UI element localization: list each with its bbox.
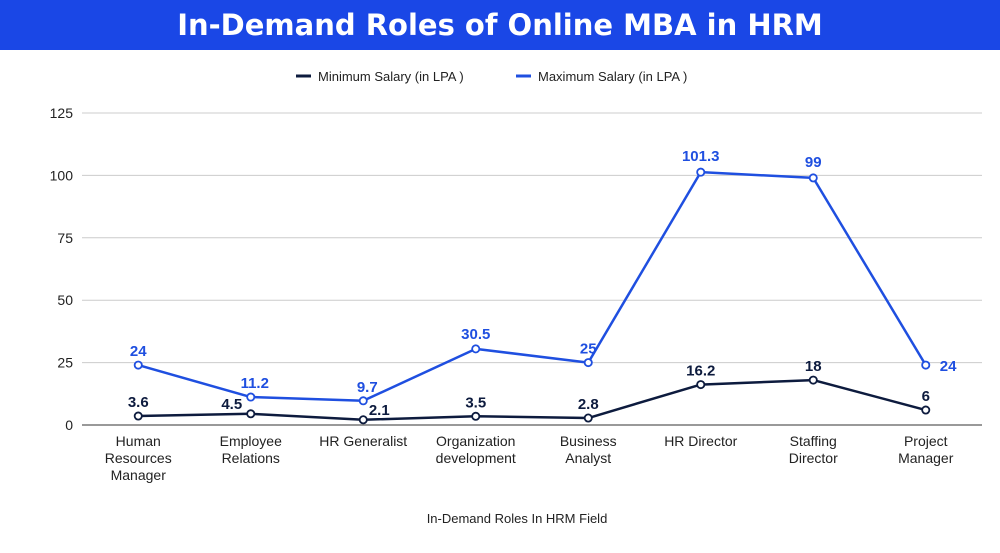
x-tick-label: Project Manager [898, 433, 954, 466]
data-point [246, 392, 256, 402]
data-point [358, 396, 368, 406]
x-tick-label: Business Analyst [560, 433, 617, 466]
x-axis-categories: Human Resources Manager Employee Relations HR… [105, 433, 954, 483]
y-tick-label: 125 [50, 105, 74, 121]
data-label: 4.5 [221, 396, 242, 413]
data-point [358, 415, 368, 425]
x-tick-label: Organization development [436, 433, 516, 466]
data-label: 9.7 [357, 379, 378, 396]
y-tick-label: 0 [65, 417, 73, 433]
data-label: 11.2 [241, 375, 269, 392]
data-point [921, 360, 931, 370]
data-point [921, 405, 931, 415]
data-point [808, 173, 818, 183]
x-tick-label: Employee Relations [220, 433, 282, 466]
y-tick-label: 75 [57, 230, 73, 246]
data-label: 30.5 [461, 326, 490, 343]
data-point [808, 375, 818, 385]
series-points [133, 167, 931, 425]
chart-title: In-Demand Roles of Online MBA in HRM [177, 8, 823, 42]
data-label: 3.5 [465, 394, 486, 411]
x-tick-label: HR Director [664, 433, 737, 449]
data-point [133, 360, 143, 370]
series-line-minimum [138, 378, 927, 422]
grid-lines [82, 112, 982, 426]
y-tick-label: 50 [57, 292, 73, 308]
data-label: 25 [580, 341, 597, 358]
data-label: 2.1 [369, 402, 390, 419]
data-label: 6 [922, 388, 930, 405]
y-tick-label: 100 [50, 167, 74, 183]
data-label: 3.6 [128, 394, 149, 411]
data-point [583, 358, 593, 368]
data-label: 18 [805, 358, 822, 375]
data-point [696, 380, 706, 390]
data-labels: 3.6 4.5 2.1 3.5 2.8 16.2 18 6 24 11.2 9.7 30.5 25 101… [128, 148, 957, 419]
data-point [133, 411, 143, 421]
data-label: 101.3 [682, 148, 720, 165]
data-label: 16.2 [686, 363, 715, 380]
title-banner [0, 0, 1000, 50]
data-label: 24 [130, 343, 147, 360]
data-label: 99 [805, 154, 822, 171]
legend: Minimum Salary (in LPA ) Maximum Salary (… [296, 69, 687, 84]
data-point [583, 413, 593, 423]
data-point [246, 409, 256, 419]
x-axis-label: In-Demand Roles In HRM Field [427, 511, 608, 526]
y-tick-label: 25 [57, 355, 73, 371]
data-label: 24 [940, 358, 957, 375]
data-point [471, 411, 481, 421]
legend-label: Maximum Salary (in LPA ) [538, 69, 687, 84]
data-point [696, 167, 706, 177]
data-point [471, 344, 481, 354]
series-lines [137, 170, 927, 422]
x-tick-label: Human Resources Manager [105, 433, 172, 483]
x-tick-label: HR Generalist [319, 433, 407, 449]
series-line-maximum [137, 170, 927, 403]
y-axis-ticks: 0 25 50 75 100 125 [50, 105, 74, 433]
x-tick-label: Staffing Director [789, 433, 838, 466]
legend-label: Minimum Salary (in LPA ) [318, 69, 464, 84]
data-label: 2.8 [578, 396, 599, 413]
